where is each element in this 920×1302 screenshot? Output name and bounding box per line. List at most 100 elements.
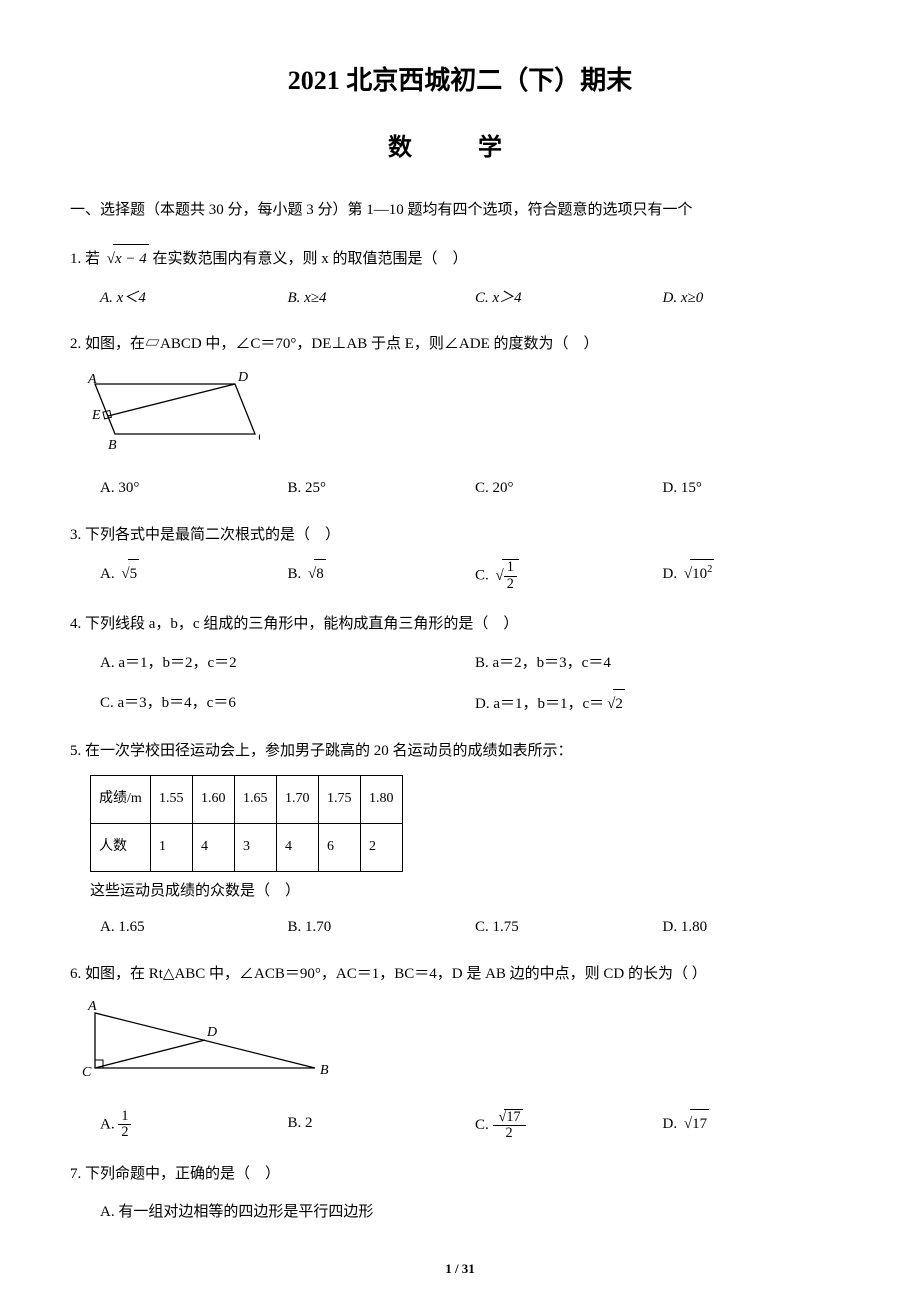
q3-opt-a: A. 5 [100, 559, 288, 592]
q6-label-c: C [82, 1065, 92, 1080]
q4-opt-d: D. a＝1，b＝1，c＝2 [475, 689, 850, 719]
q6-a-den: 2 [118, 1125, 131, 1141]
q2-label-c: C [258, 430, 260, 445]
q6-svg: A C B D [80, 998, 340, 1088]
q1-opt-a: A. x＜4 [100, 284, 288, 313]
q3-d-inner: 102 [690, 559, 714, 589]
question-6: 6. 如图，在 Rt△ABC 中，∠ACB＝90°，AC＝1，BC＝4，D 是 … [70, 960, 850, 1142]
q6-a-label: A. [100, 1116, 118, 1132]
question-1: 1. 若 x − 4 在实数范围内有意义，则 x 的取值范围是（ ） A. x＜… [70, 244, 850, 312]
q1-post: 在实数范围内有意义，则 x 的取值范围是（ ） [153, 251, 468, 267]
q6-text: 6. 如图，在 Rt△ABC 中，∠ACB＝90°，AC＝1，BC＝4，D 是 … [70, 960, 850, 989]
q5-col-3: 1.70 [277, 776, 319, 824]
q2-figure: A D C B E [80, 369, 850, 465]
q6-c-num-wrap: 17 [493, 1109, 526, 1127]
q1-opt-c: C. x＞4 [475, 284, 663, 313]
q5-col-1: 1.60 [193, 776, 235, 824]
q1-sqrt: x − 4 [104, 244, 149, 274]
q1-options: A. x＜4 B. x≥4 C. x＞4 D. x≥0 [70, 284, 850, 313]
q2-options: A. 30° B. 25° C. 20° D. 15° [70, 474, 850, 503]
q7-text: 7. 下列命题中，正确的是（ ） [70, 1160, 850, 1189]
q6-c-frac: 172 [493, 1109, 526, 1142]
question-2: 2. 如图，在▱ABCD 中，∠C＝70°，DE⊥AB 于点 E，则∠ADE 的… [70, 330, 850, 503]
q6-d-sqrt: 17 [681, 1109, 709, 1139]
q5-opt-c: C. 1.75 [475, 913, 663, 942]
question-4: 4. 下列线段 a，b，c 组成的三角形中，能构成直角三角形的是（ ） A. a… [70, 610, 850, 719]
q2-parallelogram [95, 384, 255, 434]
q5-header-label: 成绩/m [91, 776, 151, 824]
q5-row-label: 人数 [91, 823, 151, 871]
q4-d-sqrt: 2 [604, 689, 625, 719]
q3-d-label: D. [663, 566, 681, 582]
q3-a-rad: 5 [128, 559, 140, 589]
q1-text: 1. 若 x − 4 在实数范围内有意义，则 x 的取值范围是（ ） [70, 244, 850, 274]
q4-d-pre: D. a＝1，b＝1，c＝ [475, 696, 604, 712]
q6-opt-c: C. 172 [475, 1109, 663, 1142]
q3-b-rad: 8 [314, 559, 326, 589]
q6-c-label: C. [475, 1117, 493, 1133]
q5-row-0: 1 [151, 823, 193, 871]
q6-options: A. 12 B. 2 C. 172 D. 17 [70, 1109, 850, 1142]
q6-c-den: 2 [493, 1126, 526, 1142]
q6-c-rad: 17 [504, 1109, 522, 1126]
q6-a-frac: 12 [118, 1109, 131, 1141]
q3-a-sqrt: 5 [118, 559, 139, 589]
q5-note: 这些运动员成绩的众数是（ ） [90, 877, 850, 906]
q6-opt-a: A. 12 [100, 1109, 288, 1142]
q5-data-row: 人数 1 4 3 4 6 2 [91, 823, 403, 871]
q4-opt-a: A. a＝1，b＝2，c＝2 [100, 649, 475, 678]
question-5: 5. 在一次学校田径运动会上，参加男子跳高的 20 名运动员的成绩如表所示： 成… [70, 737, 850, 942]
q2-line-de [108, 384, 235, 416]
q4-options-row1: A. a＝1，b＝2，c＝2 B. a＝2，b＝3，c＝4 [70, 649, 850, 678]
q3-b-label: B. [288, 566, 306, 582]
q3-options: A. 5 B. 8 C. 12 D. 102 [70, 559, 850, 592]
q3-c-frac: 12 [504, 560, 517, 592]
q6-a-num: 1 [118, 1109, 131, 1126]
q5-row-3: 4 [277, 823, 319, 871]
q1-opt-d: D. x≥0 [663, 284, 851, 313]
q3-d-rad: 10 [692, 566, 707, 582]
q2-label-a: A [87, 372, 97, 387]
q5-col-4: 1.75 [319, 776, 361, 824]
q4-opt-b: B. a＝2，b＝3，c＝4 [475, 649, 850, 678]
q2-label-e: E [91, 408, 101, 423]
q3-opt-d: D. 102 [663, 559, 851, 592]
section-header: 一、选择题（本题共 30 分，每小题 3 分）第 1—10 题均有四个选项，符合… [70, 197, 850, 224]
q4-text: 4. 下列线段 a，b，c 组成的三角形中，能构成直角三角形的是（ ） [70, 610, 850, 639]
q3-b-sqrt: 8 [305, 559, 326, 589]
q6-label-d: D [206, 1025, 217, 1040]
q6-label-a: A [87, 999, 97, 1014]
q5-options: A. 1.65 B. 1.70 C. 1.75 D. 1.80 [70, 913, 850, 942]
q3-c-num: 1 [504, 560, 517, 577]
q6-opt-b: B. 2 [288, 1109, 476, 1142]
q3-opt-b: B. 8 [288, 559, 476, 592]
q1-pre: 1. 若 [70, 251, 100, 267]
q5-text: 5. 在一次学校田径运动会上，参加男子跳高的 20 名运动员的成绩如表所示： [70, 737, 850, 766]
q5-row-4: 6 [319, 823, 361, 871]
page-subtitle: 数 学 [70, 127, 850, 162]
q5-row-2: 3 [235, 823, 277, 871]
q6-c-sqrt: 17 [496, 1109, 523, 1126]
q7-opt-a: A. 有一组对边相等的四边形是平行四边形 [100, 1198, 850, 1227]
q5-row-5: 2 [361, 823, 403, 871]
q5-opt-d: D. 1.80 [663, 913, 851, 942]
q2-opt-c: C. 20° [475, 474, 663, 503]
q3-c-label: C. [475, 568, 493, 584]
q5-opt-a: A. 1.65 [100, 913, 288, 942]
q6-d-label: D. [663, 1116, 681, 1132]
q2-opt-a: A. 30° [100, 474, 288, 503]
question-3: 3. 下列各式中是最简二次根式的是（ ） A. 5 B. 8 C. 12 D. … [70, 521, 850, 593]
q5-table: 成绩/m 1.55 1.60 1.65 1.70 1.75 1.80 人数 1 … [90, 775, 403, 871]
q1-opt-b: B. x≥4 [288, 284, 476, 313]
q2-text: 2. 如图，在▱ABCD 中，∠C＝70°，DE⊥AB 于点 E，则∠ADE 的… [70, 330, 850, 359]
q3-d-sqrt: 102 [681, 559, 714, 589]
q2-label-d: D [237, 370, 248, 385]
q3-c-inner: 12 [502, 559, 519, 592]
q2-opt-b: B. 25° [288, 474, 476, 503]
q5-header-row: 成绩/m 1.55 1.60 1.65 1.70 1.75 1.80 [91, 776, 403, 824]
q5-col-2: 1.65 [235, 776, 277, 824]
q2-svg: A D C B E [80, 369, 260, 454]
q3-opt-c: C. 12 [475, 559, 663, 592]
q6-figure: A C B D [80, 998, 850, 1099]
q7-options: A. 有一组对边相等的四边形是平行四边形 [70, 1198, 850, 1227]
